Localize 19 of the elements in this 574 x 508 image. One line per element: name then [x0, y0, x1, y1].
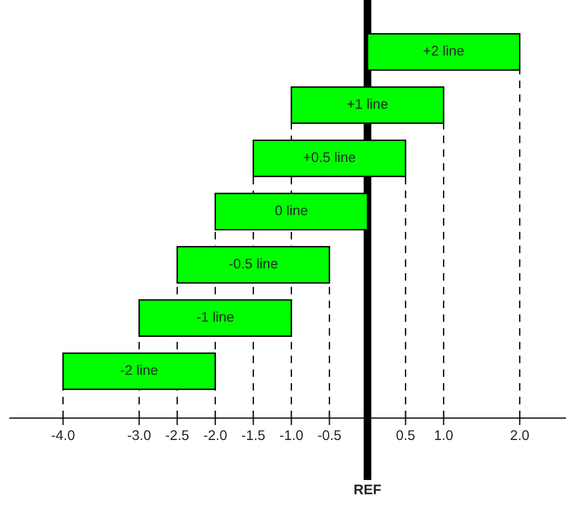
y-tick-label: +2 line	[424, 45, 464, 56]
x-tick-label: -1.5	[242, 430, 265, 440]
x-tick-label: -0.5	[318, 430, 341, 440]
y-tick-label: -2 line	[120, 364, 158, 375]
x-tick-label: 1.0	[435, 430, 453, 440]
x-tick-label: 0.5	[396, 430, 415, 440]
y-tick-label: 0 line	[275, 205, 308, 216]
x-tick-label: -4.0	[52, 430, 74, 440]
y-tick-label: -1 line	[196, 312, 234, 322]
x-tick-label: -3.0	[128, 430, 151, 440]
bar	[138, 299, 292, 337]
x-tick-label: 2.0	[510, 430, 529, 440]
x-tick-label: -2.0	[204, 430, 227, 440]
ref-line-label: REF	[354, 484, 381, 494]
y-tick-label: -0.5 line	[229, 258, 278, 269]
x-tick-label: -1.0	[280, 430, 303, 440]
y-tick-label: +0.5 line	[304, 152, 356, 162]
x-tick-label: -2.5	[166, 430, 189, 440]
y-tick-label: +1 line	[348, 98, 388, 109]
